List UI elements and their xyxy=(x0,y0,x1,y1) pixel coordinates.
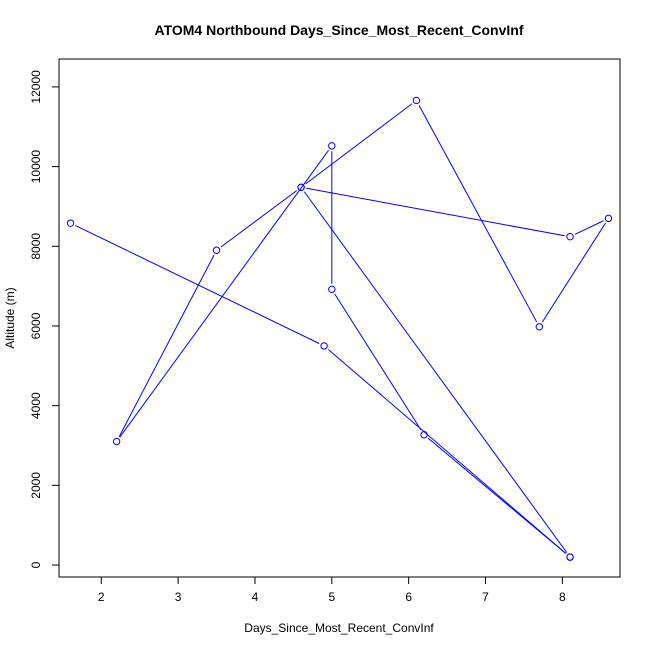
data-point xyxy=(535,323,544,331)
series-segment xyxy=(75,225,320,344)
y-tick-label: 0 xyxy=(29,561,43,568)
data-point xyxy=(212,246,221,254)
series-layer xyxy=(66,96,613,561)
series-segment xyxy=(541,222,606,323)
data-point xyxy=(297,183,305,192)
series-segment xyxy=(334,293,422,431)
x-tick-label: 8 xyxy=(559,590,566,604)
series-segment xyxy=(418,105,538,323)
x-tick-label: 4 xyxy=(252,590,259,604)
x-tick-label: 2 xyxy=(98,590,105,604)
series-segment xyxy=(303,191,568,553)
x-tick-label: 7 xyxy=(482,590,489,604)
y-tick-label: 8000 xyxy=(29,233,43,260)
x-tick-label: 3 xyxy=(175,590,182,604)
series-segment xyxy=(327,349,567,554)
data-point xyxy=(328,285,336,294)
y-tick-label: 10000 xyxy=(29,150,43,184)
plot-frame xyxy=(58,58,621,578)
y-axis: 0 2000 4000 6000 8000 10000 12000 xyxy=(29,70,60,568)
y-tick-label: 12000 xyxy=(29,70,43,104)
x-tick-label: 6 xyxy=(405,590,412,604)
series-segment xyxy=(220,190,297,248)
series-segment xyxy=(119,150,329,438)
data-point xyxy=(66,219,75,227)
series-segment xyxy=(305,103,413,185)
data-point xyxy=(566,233,574,241)
series-segment xyxy=(574,220,604,235)
x-axis-label: Days_Since_Most_Recent_ConvInf xyxy=(244,621,434,635)
data-point xyxy=(112,437,121,446)
chart-title: ATOM4 Northbound Days_Since_Most_Recent_… xyxy=(155,22,524,38)
y-tick-label: 2000 xyxy=(29,472,43,499)
x-tick-label: 5 xyxy=(328,590,335,604)
series-segment xyxy=(306,187,565,237)
data-point xyxy=(328,142,336,150)
data-point xyxy=(420,431,428,439)
y-tick-label: 4000 xyxy=(29,392,43,419)
data-point xyxy=(604,214,613,223)
data-point xyxy=(320,342,328,350)
data-point xyxy=(412,96,421,105)
y-tick-label: 6000 xyxy=(29,312,43,339)
x-axis: 2 3 4 5 6 7 8 xyxy=(98,576,566,604)
data-point xyxy=(566,553,574,561)
series-segment xyxy=(118,254,215,437)
y-axis-label: Altitude (m) xyxy=(3,287,17,348)
